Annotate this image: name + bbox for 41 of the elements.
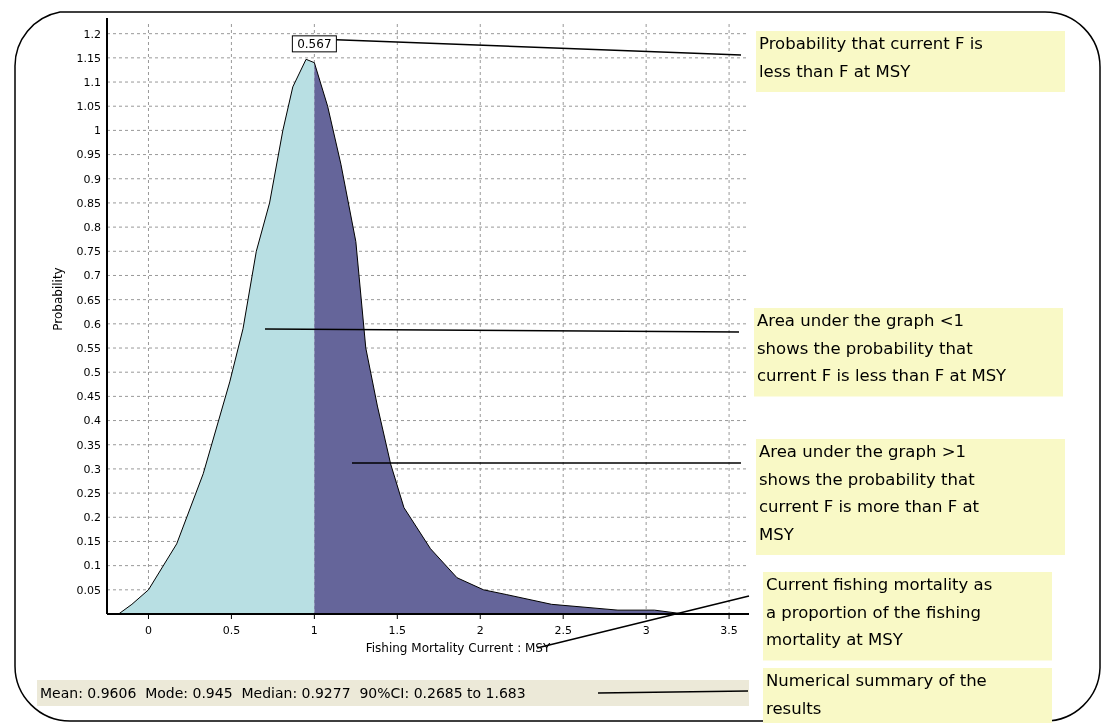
y-tick-label: 0.95 [76,148,101,162]
y-tick-label: 1.15 [76,51,101,65]
x-tick-label: 1.5 [388,624,407,637]
x-tick-label: 3.5 [720,624,738,637]
y-tick-label: 0.9 [83,172,101,186]
y-tick-label: 0.05 [76,583,101,597]
y-tick-label: 1.1 [83,75,101,89]
y-tick-label: 0.1 [83,559,101,573]
y-tick-label: 0.85 [76,196,101,210]
x-axis-title: Fishing Mortality Current : MSY [365,641,551,655]
y-tick-label: 0.45 [76,390,101,404]
y-tick-label: 0.7 [83,269,101,283]
text: Area under the graph <1 shows the probability that current F is less than F at MSY [757,311,1008,385]
y-tick-label: 0.6 [83,317,101,331]
x-tick-label: 0.5 [222,624,241,637]
x-tick-label: 0 [144,624,152,637]
x-tick-label: 3 [642,624,650,637]
x-tick-label: 1 [310,624,318,637]
text: Area under the graph >1 shows the probability that current F is more than F at MSY [759,442,980,544]
x-tick-label: 2.5 [554,624,572,637]
y-tick-label: 0.65 [76,293,101,307]
y-tick-label: 0.5 [83,366,101,380]
text: Numerical summary of the results [766,671,987,718]
y-tick-label: 1.05 [76,100,101,114]
y-tick-label: 0.55 [76,341,101,355]
y-tick-label: 1 [94,124,101,138]
y-tick-label: 0.8 [83,220,101,234]
y-tick-label: 0.4 [83,414,101,428]
annotation: 0.567 [297,37,332,52]
y-tick-label: 0.3 [83,462,101,476]
y-tick-label: 1.2 [83,27,101,41]
y-tick-label: 0.25 [76,486,101,500]
y-axis-title: Probability [51,267,65,331]
text: Mean: 0.9606 Mode: 0.945 Median: 0.9277 90%CI: 0.2685 to 1.683 [40,684,526,701]
y-tick-label: 0.15 [76,535,101,549]
text: Current fishing mortality as a proportion of the fishing mortality at MSY [766,575,993,649]
y-tick-label: 0.2 [83,511,101,525]
y-tick-label: 0.75 [76,245,101,259]
x-tick-label: 2 [476,624,484,637]
text: Probability that current F is less than F at MSY [759,34,983,81]
y-tick-label: 0.35 [76,438,101,452]
